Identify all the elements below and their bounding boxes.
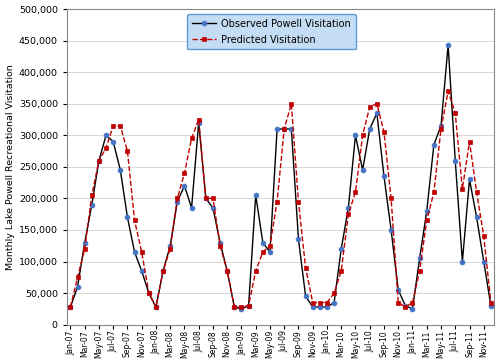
Y-axis label: Monthly Lake Powell Recreational Visitation: Monthly Lake Powell Recreational Visitat… [6,64,15,270]
Legend: Observed Powell Visitation, Predicted Visitation: Observed Powell Visitation, Predicted Vi… [187,14,356,50]
Predicted Visitation [203,196,209,201]
Observed Powell Visitation [488,304,494,308]
Observed Powell Visitation [238,307,244,311]
Predicted Visitation [174,196,180,201]
Predicted Visitation [138,250,144,254]
Predicted Visitation [331,291,337,295]
Observed Powell Visitation [68,305,73,309]
Observed Powell Visitation [138,269,144,273]
Predicted Visitation [488,300,494,305]
Observed Powell Visitation [338,247,344,251]
Observed Powell Visitation [210,206,216,210]
Observed Powell Visitation [188,206,194,210]
Line: Observed Powell Visitation: Observed Powell Visitation [68,43,494,311]
Predicted Visitation [210,196,216,201]
Observed Powell Visitation [174,199,180,204]
Line: Predicted Visitation: Predicted Visitation [68,89,494,309]
Predicted Visitation [188,136,194,141]
Observed Powell Visitation [203,196,209,201]
Observed Powell Visitation [445,43,451,47]
Predicted Visitation [68,305,73,309]
Predicted Visitation [445,89,451,93]
